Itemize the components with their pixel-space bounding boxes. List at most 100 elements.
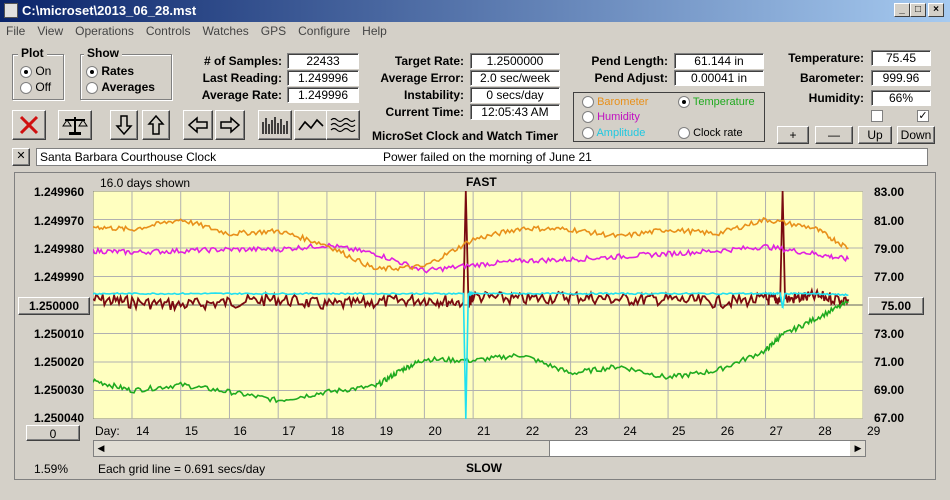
temperature-option-label: Temperature <box>692 96 755 108</box>
average-rate-label: Average Rate: <box>201 88 282 102</box>
show-rates-label: Rates <box>101 64 135 78</box>
barometer-option-label: Barometer <box>597 96 649 108</box>
clock-rate-radio[interactable]: Clock rate <box>678 127 743 140</box>
current-time-value: 12:05:43 AM <box>470 104 560 120</box>
menu-configure[interactable]: Configure <box>298 24 351 38</box>
y-right-tick-2: 79.00 <box>874 242 905 256</box>
waves-icon <box>330 117 356 133</box>
fast-label: FAST <box>466 175 497 189</box>
menu-bar: File View Operations Controls Watches GPS Conf… <box>0 22 950 42</box>
close-window-button[interactable]: × <box>928 3 944 17</box>
maximize-button[interactable]: □ <box>910 3 926 17</box>
zoom-in-button[interactable]: + <box>777 126 809 144</box>
title-bar: C:\microset\2013_06_28.mst _ □ × <box>0 0 950 22</box>
clock-name: Santa Barbara Courthouse Clock <box>40 150 217 164</box>
slow-label: SLOW <box>466 461 502 475</box>
left-scale-button[interactable]: 1.250000 <box>18 297 90 315</box>
checkbox-left[interactable] <box>871 110 883 122</box>
scroll-down-button[interactable]: Down <box>897 126 935 144</box>
series-amplitude <box>93 290 849 419</box>
menu-help[interactable]: Help <box>362 24 387 38</box>
plot-canvas <box>93 191 863 419</box>
menu-watches[interactable]: Watches <box>202 24 249 38</box>
checkbox-right[interactable]: ✓ <box>917 110 929 122</box>
grid-note: Each grid line = 0.691 secs/day <box>98 462 266 476</box>
y-right-tick-5: 73.00 <box>874 327 905 341</box>
scroll-right-arrow-icon[interactable]: ▶ <box>854 443 862 453</box>
barometer-radio[interactable]: Barometer <box>582 96 649 109</box>
y-left-tick-6: 1.250020 <box>33 355 84 369</box>
x-tick-label: 15 <box>184 424 199 438</box>
window-title: C:\microset\2013_06_28.mst <box>22 3 197 18</box>
minimize-button[interactable]: _ <box>894 3 910 17</box>
pend-adjust-value: 0.00041 in <box>674 70 764 86</box>
zoom-out-button[interactable]: — <box>815 126 853 144</box>
target-rate-label: Target Rate: <box>394 54 464 68</box>
move-right-button[interactable] <box>215 110 245 140</box>
menu-controls[interactable]: Controls <box>145 24 191 38</box>
instability-label: Instability: <box>403 88 464 102</box>
stop-button[interactable] <box>12 110 46 140</box>
show-group <box>80 54 172 100</box>
menu-view[interactable]: View <box>37 24 64 38</box>
notes-message: Power failed on the morning of June 21 <box>383 150 592 164</box>
target-rate-value: 1.2500000 <box>470 53 560 69</box>
bottom-scale-button[interactable]: 0 <box>26 425 80 441</box>
plot-off-label: Off <box>35 80 52 94</box>
plot-on-label: On <box>35 64 52 78</box>
menu-file[interactable]: File <box>6 24 26 38</box>
x-tick-label: 17 <box>282 424 296 438</box>
average-error-value: 2.0 sec/week <box>470 70 560 86</box>
plot-group-title: Plot <box>18 46 47 60</box>
x-tick-label: 23 <box>574 424 588 438</box>
scroll-left-arrow-icon[interactable]: ◀ <box>97 443 105 453</box>
humidity-option-label: Humidity <box>597 111 640 123</box>
y-left-tick-3: 1.249990 <box>33 270 84 284</box>
series-humidity <box>93 242 850 274</box>
notes-field[interactable]: Santa Barbara Courthouse Clock Power fai… <box>36 148 928 166</box>
instability-value: 0 secs/day <box>470 87 560 103</box>
x-tick-label: 14 <box>135 424 150 438</box>
arrow-down-icon <box>115 115 133 136</box>
x-tick-label: 24 <box>623 424 637 438</box>
scroll-thumb[interactable] <box>549 441 850 456</box>
show-group-title: Show <box>84 46 122 60</box>
amplitude-radio[interactable]: Amplitude <box>582 127 645 140</box>
line-graph-icon <box>298 118 324 131</box>
menu-gps[interactable]: GPS <box>260 24 287 38</box>
plot-off-radio[interactable]: Off <box>20 80 51 94</box>
close-notes-button[interactable]: ✕ <box>12 148 30 166</box>
y-left-tick-5: 1.250010 <box>33 327 84 341</box>
show-rates-radio[interactable]: Rates <box>86 64 134 78</box>
last-reading-label: Last Reading: <box>202 71 282 85</box>
temperature-label: Temperature: <box>788 51 864 65</box>
show-averages-radio[interactable]: Averages <box>86 80 155 94</box>
move-down-button[interactable] <box>110 110 138 140</box>
horizontal-scrollbar[interactable]: ◀ ▶ <box>93 440 866 457</box>
humidity-radio[interactable]: Humidity <box>582 111 640 124</box>
series-selector: Barometer Temperature Humidity Amplitude… <box>573 92 765 142</box>
y-left-tick-1: 1.249970 <box>33 214 84 228</box>
plot-on-radio[interactable]: On <box>20 64 51 78</box>
right-scale-button[interactable]: 75.00 <box>868 297 924 315</box>
bar-view-button[interactable] <box>258 110 292 140</box>
move-up-button[interactable] <box>142 110 170 140</box>
days-shown: 16.0 days shown <box>100 176 191 190</box>
temperature-radio[interactable]: Temperature <box>678 96 755 109</box>
y-right-tick-6: 71.00 <box>874 355 905 369</box>
menu-operations[interactable]: Operations <box>75 24 134 38</box>
wave-view-button[interactable] <box>326 110 360 140</box>
y-left-tick-0: 1.249960 <box>33 185 84 199</box>
line-view-button[interactable] <box>294 110 328 140</box>
humidity-label: Humidity: <box>808 91 864 105</box>
move-left-button[interactable] <box>183 110 213 140</box>
barometer-value: 999.96 <box>871 70 931 86</box>
balance-button[interactable] <box>58 110 92 140</box>
y-left-tick-7: 1.250030 <box>33 383 84 397</box>
x-tick-label: 22 <box>525 424 540 438</box>
scroll-up-button[interactable]: Up <box>858 126 892 144</box>
y-right-tick-0: 83.00 <box>874 185 905 199</box>
x-tick-label: 16 <box>233 424 247 438</box>
clock-rate-option-label: Clock rate <box>693 127 743 139</box>
percent-label: 1.59% <box>34 462 69 476</box>
